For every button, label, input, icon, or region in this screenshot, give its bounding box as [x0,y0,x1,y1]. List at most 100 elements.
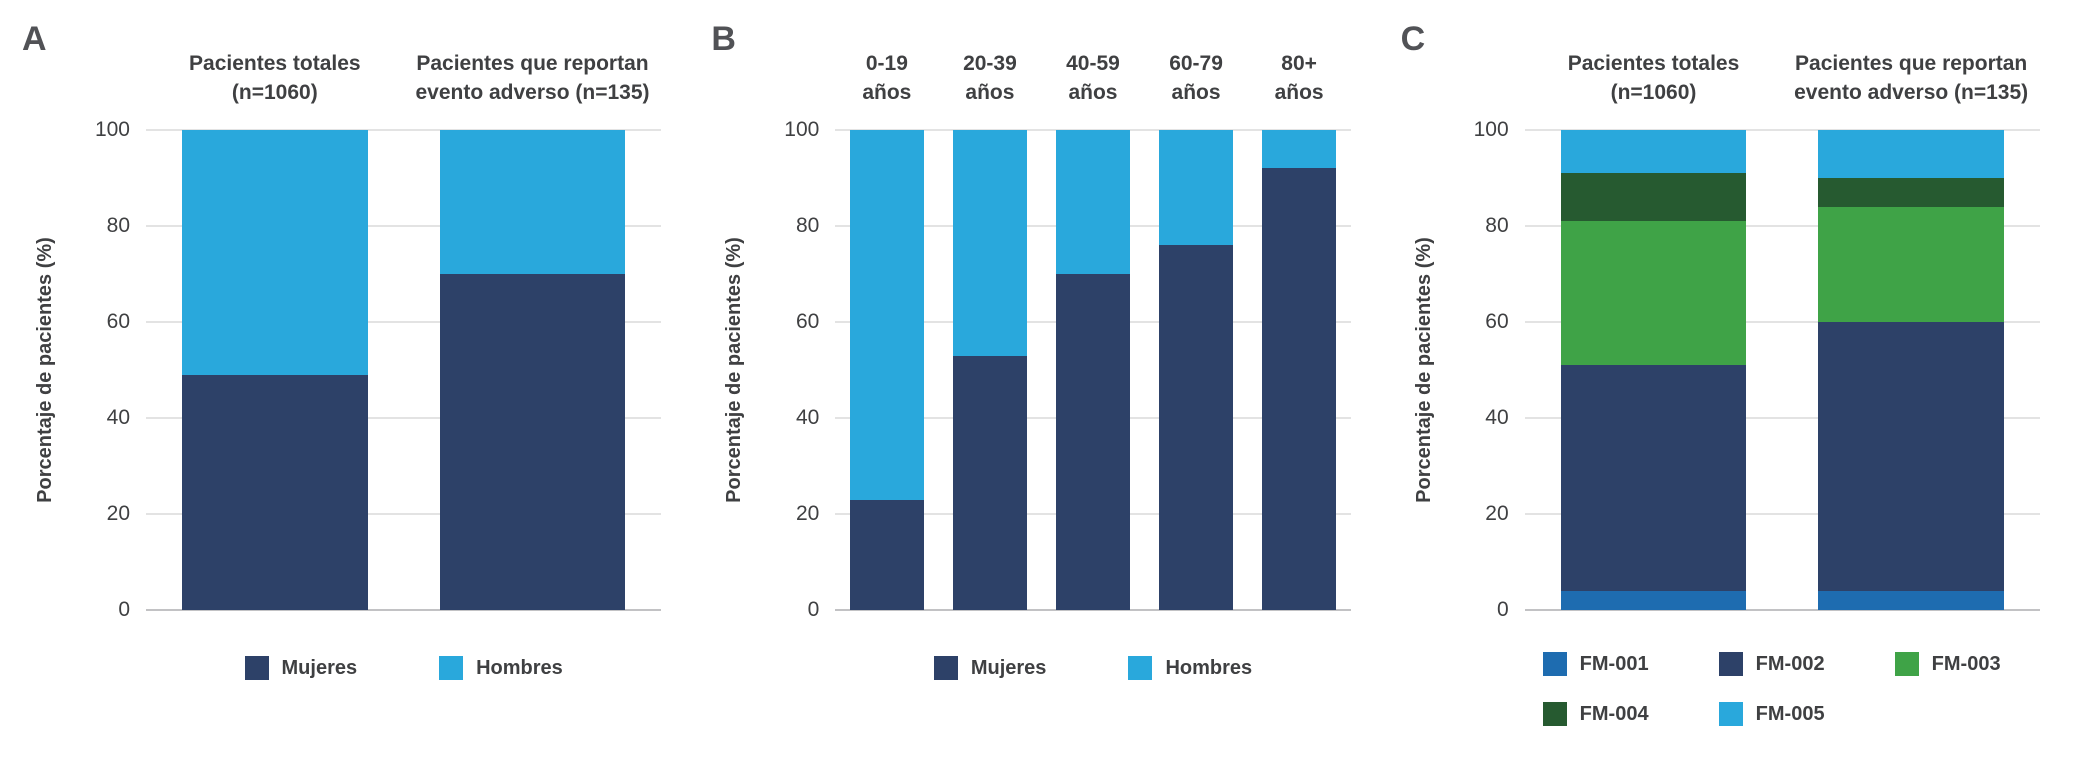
stacked-bar [1055,130,1131,610]
category-label: 60-79 años [1169,52,1223,105]
stacked-bar [952,130,1028,610]
y-axis-title: Porcentaje de pacientes (%) [34,237,56,503]
y-axis: Porcentaje de pacientes (%) 0 20 40 60 80 100 [16,118,146,621]
legend-swatch [1542,702,1567,726]
legend-swatch [244,656,269,680]
category-label: Pacientes que reportan evento adverso (n=… [415,52,650,105]
y-tick-label: 40 [106,406,130,429]
bar-segment-hombres [1055,130,1131,274]
y-tick-label: 0 [1496,598,1509,621]
legend-label: Hombres [1165,656,1253,679]
x-axis-line [146,609,662,611]
bar-segment-mujeres [1158,245,1234,610]
stacked-bar [1262,130,1337,610]
y-tick-label: 80 [106,214,130,237]
gridline [1524,321,2040,323]
panel-letter: C [1400,20,1426,58]
panel-letter: A [22,20,48,58]
stacked-bar [849,130,924,610]
bar-segment-fm-003 [1818,206,2004,322]
y-tick-label: 60 [795,310,820,333]
legend-item: Mujeres [933,656,1047,680]
legend-item: FM-003 [1894,652,2071,676]
legend-label: FM-001 [1579,652,1649,675]
bar-segment-hombres [1262,130,1337,169]
gridline [146,513,662,515]
plot-area [1524,129,2040,611]
legend: Mujeres Hombres [835,656,1350,680]
bar-segment-fm-005 [1560,130,1747,174]
gridline [146,417,662,419]
category-label: 0-19 años [862,52,912,105]
y-axis-title: Porcentaje de pacientes (%) [723,237,746,503]
y-tick-label: 20 [795,502,820,525]
gridline [1524,513,2040,515]
x-axis-line [1524,609,2040,611]
y-tick-label: 40 [1485,406,1509,429]
chart-row: Porcentaje de pacientes (%) 0 20 40 60 80 100 [1395,118,2084,621]
bar-segment-fm-001 [1818,590,2004,610]
gridline [1524,225,2040,227]
bar-segment-mujeres [849,499,924,610]
legend-swatch [933,656,958,680]
x-axis-line [835,609,1351,611]
y-tick-label: 60 [1485,310,1509,333]
legend-label: Mujeres [970,656,1047,679]
legend-swatch [1542,652,1567,676]
category-label: Pacientes que reportan evento adverso (n=… [1794,52,2029,105]
gridline [1524,417,2040,419]
legend-item: FM-001 [1542,652,1719,676]
category-label: 80+ años [1274,52,1324,105]
bar-segment-hombres [439,130,626,274]
stacked-bar [1818,130,2004,610]
legend: Mujeres Hombres [146,656,661,680]
legend-item: FM-002 [1718,652,1895,676]
y-tick-label: 100 [1473,118,1509,141]
legend-item: FM-005 [1718,702,1895,726]
legend-label: Hombres [476,656,563,679]
legend-swatch [1894,652,1919,676]
legend-swatch [1128,656,1153,680]
plot-area [146,129,662,611]
legend-swatch [1718,652,1743,676]
panel-b: B 0-19 años 20-39 años 40-59 años 60-79 años 80+… [705,18,1394,726]
y-axis-title: Porcentaje de pacientes (%) [1412,237,1435,503]
legend-item: FM-004 [1542,702,1719,726]
bar-segment-fm-002 [1560,365,1747,591]
chart-row: Porcentaje de pacientes (%) 0 20 40 60 80 100 [705,118,1394,621]
category-label: Pacientes totales (n=1060) [189,52,361,105]
bar-segment-fm-002 [1818,321,2004,591]
panel-letter: B [711,20,737,58]
panel-a: A Pacientes totales (n=1060) Pacientes que… [16,18,705,726]
y-tick-label: 60 [106,310,130,333]
gridline [1524,129,2040,131]
bar-segment-mujeres [1262,168,1337,610]
figure: A Pacientes totales (n=1060) Pacientes que… [16,18,2084,726]
legend-label: FM-003 [1931,652,2001,675]
gridline [146,225,662,227]
y-tick-label: 20 [1485,502,1509,525]
legend-swatch [439,656,464,680]
bar-segment-fm-005 [1818,130,2004,178]
category-label: Pacientes totales (n=1060) [1567,52,1740,105]
bar-segment-hombres [182,130,368,375]
bar-segment-fm-004 [1818,178,2004,207]
legend-item: Mujeres [244,656,358,680]
category-headers: Pacientes totales (n=1060) Pacientes que r… [1525,18,2040,130]
y-tick-label: 20 [106,502,130,525]
chart-row: Porcentaje de pacientes (%) 0 20 40 60 80 100 [16,118,705,621]
legend-item: Hombres [1128,656,1252,680]
legend-label: FM-002 [1755,652,1825,675]
bar-segment-mujeres [1055,274,1131,610]
bar-segment-hombres [1158,130,1234,246]
legend-label: Mujeres [281,656,358,679]
bar-segment-fm-001 [1560,590,1747,610]
category-headers: Pacientes totales (n=1060) Pacientes que r… [146,18,661,130]
y-tick-label: 0 [807,598,820,621]
stacked-bar [182,130,368,610]
bar-segment-hombres [952,130,1028,356]
bar-segment-fm-003 [1560,221,1747,366]
legend-label: FM-004 [1579,702,1649,725]
bar-segment-mujeres [952,355,1028,610]
gridline [146,321,662,323]
